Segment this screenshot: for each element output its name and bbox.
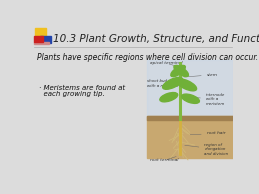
Text: region of
elongation
and division: region of elongation and division	[185, 143, 228, 156]
Bar	[34, 42, 49, 44]
Text: shoot bud
with a meristem: shoot bud with a meristem	[147, 79, 180, 88]
Ellipse shape	[160, 93, 178, 102]
Bar	[147, 60, 233, 116]
Ellipse shape	[163, 77, 183, 89]
Bar	[40, 36, 51, 43]
Text: Plants have specific regions where cell division can occur.: Plants have specific regions where cell …	[37, 53, 258, 61]
Text: stem: stem	[184, 73, 218, 77]
Text: · Meristems are found at: · Meristems are found at	[39, 85, 125, 91]
Text: internode
with a
meristem: internode with a meristem	[184, 93, 225, 106]
Ellipse shape	[182, 94, 199, 103]
Text: apical terminal: apical terminal	[150, 61, 183, 66]
Ellipse shape	[177, 79, 197, 91]
Text: root hair: root hair	[190, 131, 225, 135]
Ellipse shape	[171, 65, 185, 77]
Text: each growing tip.: each growing tip.	[39, 91, 104, 97]
Bar	[35, 28, 46, 39]
Text: root terminal: root terminal	[150, 157, 179, 162]
Ellipse shape	[174, 65, 189, 77]
Bar	[34, 36, 43, 42]
Bar	[147, 116, 233, 120]
Bar	[147, 116, 233, 158]
Text: 10.3 Plant Growth, Structure, and Function: 10.3 Plant Growth, Structure, and Functi…	[53, 35, 259, 44]
